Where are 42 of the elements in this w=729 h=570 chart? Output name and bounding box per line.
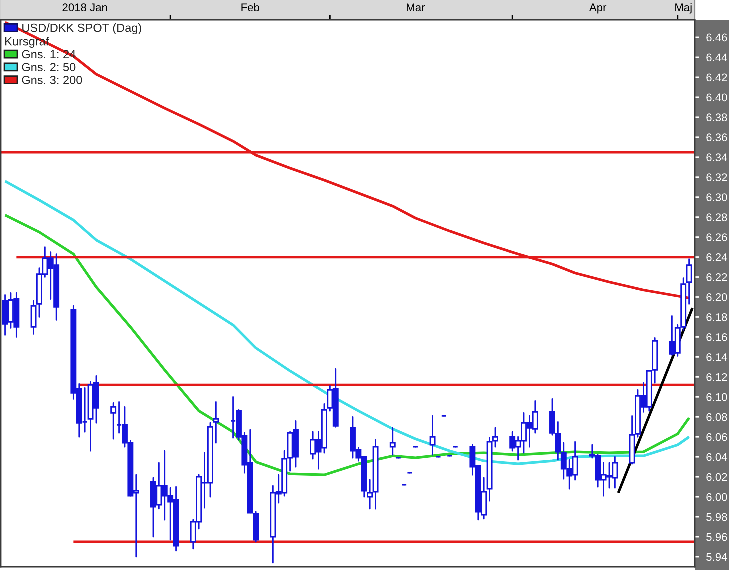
y-tick-label: 6.02 [706, 473, 728, 482]
x-tick-label: 2018 Jan [62, 4, 108, 12]
legend-label: Gns. 2: 50 [22, 63, 76, 72]
y-tick-label: 6.26 [706, 234, 728, 242]
y-tick-label: 6.44 [706, 54, 728, 62]
x-tick-label: Apr [589, 4, 607, 14]
y-tick-label: 6.12 [706, 373, 728, 382]
y-tick-label: 6.30 [706, 194, 728, 202]
y-tick-label: 6.16 [706, 333, 728, 342]
y-tick-label: 6.46 [706, 34, 728, 42]
y-tick-label: 6.28 [706, 214, 728, 222]
y-tick-label: 6.36 [706, 134, 728, 142]
candlestick [686, 258, 692, 305]
candlestick [390, 427, 396, 456]
y-tick-label: 6.14 [706, 353, 728, 362]
line-series [4, 21, 691, 300]
y-tick-label: 6.20 [706, 294, 728, 302]
x-tick-label: Mar [407, 4, 426, 12]
candlestick [110, 402, 117, 440]
y-tick-label: 5.94 [706, 553, 728, 562]
y-tick-label: 6.10 [706, 393, 728, 402]
candlestick [430, 415, 436, 456]
y-tick-label: 6.00 [706, 493, 728, 502]
candlestick [213, 401, 220, 444]
x-tick-label: Feb [242, 3, 260, 12]
y-tick-label: 6.08 [706, 413, 728, 422]
x-tick-label: Maj [676, 3, 692, 14]
legend-label: Gns. 3: 200 [22, 76, 82, 84]
y-tick-label: 6.38 [706, 114, 728, 122]
y-tick-label: 6.42 [706, 74, 728, 82]
y-tick-label: 5.98 [706, 513, 728, 522]
y-tick-label: 6.24 [706, 254, 728, 262]
y-tick-label: 6.32 [706, 174, 728, 182]
y-tick-label: 6.04 [706, 453, 728, 462]
y-tick-label: 6.34 [706, 154, 728, 162]
y-tick-label: 6.18 [706, 313, 728, 322]
line-series [4, 214, 691, 476]
y-tick-label: 6.06 [706, 433, 728, 442]
legend-label: USD/DKK SPOT (Dag) [22, 24, 142, 35]
y-tick-label: 6.22 [706, 274, 728, 282]
y-tick-label: 6.40 [706, 94, 728, 102]
y-tick-label: 5.96 [706, 533, 728, 542]
